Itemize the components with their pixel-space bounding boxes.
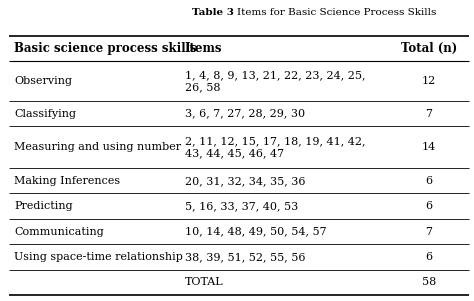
- Text: Total (n): Total (n): [401, 42, 457, 55]
- Text: 10, 14, 48, 49, 50, 54, 57: 10, 14, 48, 49, 50, 54, 57: [185, 227, 327, 237]
- Text: 5, 16, 33, 37, 40, 53: 5, 16, 33, 37, 40, 53: [185, 201, 298, 211]
- Text: Items: Items: [185, 42, 222, 55]
- Text: Predicting: Predicting: [14, 201, 73, 211]
- Text: 38, 39, 51, 52, 55, 56: 38, 39, 51, 52, 55, 56: [185, 252, 305, 262]
- Text: Measuring and using number: Measuring and using number: [14, 142, 182, 152]
- Text: 12: 12: [422, 76, 436, 86]
- Text: 7: 7: [426, 227, 432, 237]
- Text: Items for Basic Science Process Skills: Items for Basic Science Process Skills: [237, 8, 437, 17]
- Text: 6: 6: [425, 176, 433, 186]
- Text: 6: 6: [425, 201, 433, 211]
- Text: Basic science process skills: Basic science process skills: [14, 42, 197, 55]
- Text: 2, 11, 12, 15, 17, 18, 19, 41, 42,
43, 44, 45, 46, 47: 2, 11, 12, 15, 17, 18, 19, 41, 42, 43, 4…: [185, 136, 365, 158]
- Text: 6: 6: [425, 252, 433, 262]
- Text: Making Inferences: Making Inferences: [14, 176, 120, 186]
- Text: Observing: Observing: [14, 76, 72, 86]
- Text: 14: 14: [422, 142, 436, 152]
- Text: Table 3: Table 3: [191, 8, 237, 17]
- Text: Communicating: Communicating: [14, 227, 104, 237]
- Text: 20, 31, 32, 34, 35, 36: 20, 31, 32, 34, 35, 36: [185, 176, 305, 186]
- Text: 7: 7: [426, 109, 432, 119]
- Text: TOTAL: TOTAL: [185, 277, 223, 287]
- Text: 58: 58: [422, 277, 436, 287]
- Text: Classifying: Classifying: [14, 109, 76, 119]
- Text: 1, 4, 8, 9, 13, 21, 22, 23, 24, 25,
26, 58: 1, 4, 8, 9, 13, 21, 22, 23, 24, 25, 26, …: [185, 70, 365, 92]
- Text: 3, 6, 7, 27, 28, 29, 30: 3, 6, 7, 27, 28, 29, 30: [185, 109, 305, 119]
- Text: Using space-time relationship: Using space-time relationship: [14, 252, 183, 262]
